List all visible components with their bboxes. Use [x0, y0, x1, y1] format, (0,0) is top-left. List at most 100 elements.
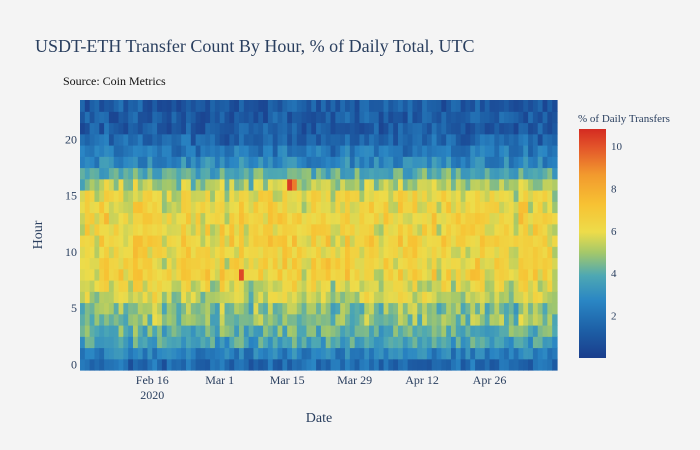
heatmap-cell	[171, 235, 177, 247]
heatmap-cell	[436, 167, 442, 180]
heatmap-cell	[152, 268, 158, 281]
heatmap-cell	[484, 280, 491, 292]
heatmap-cell	[166, 291, 173, 304]
heatmap-cell	[335, 246, 341, 259]
heatmap-cell	[190, 246, 197, 259]
heatmap-cell	[422, 212, 428, 225]
heatmap-cell	[451, 122, 457, 135]
heatmap-cell	[422, 358, 428, 371]
heatmap-cell	[104, 100, 110, 112]
heatmap-cell	[311, 291, 317, 304]
heatmap-cell	[359, 280, 365, 292]
heatmap-cell	[224, 178, 230, 191]
heatmap-cell	[282, 156, 288, 169]
heatmap-cell	[412, 235, 418, 247]
heatmap-cell	[267, 190, 274, 202]
heatmap-cell	[84, 156, 91, 169]
heatmap-cell	[470, 302, 476, 315]
heatmap-cell	[426, 246, 433, 259]
heatmap-cell	[89, 201, 96, 214]
heatmap-cell	[234, 268, 240, 281]
heatmap-cell	[412, 302, 418, 315]
heatmap-cell	[272, 212, 279, 225]
heatmap-cell	[142, 201, 149, 214]
heatmap-cell	[426, 212, 433, 225]
heatmap-cell	[340, 156, 346, 169]
heatmap-cell	[133, 212, 139, 225]
heatmap-cell	[171, 201, 177, 214]
heatmap-cell	[417, 212, 423, 225]
heatmap-cell	[479, 268, 486, 281]
heatmap-cell	[354, 145, 361, 157]
heatmap-cell	[489, 268, 495, 281]
heatmap-cell	[99, 212, 105, 225]
heatmap-cell	[470, 145, 476, 157]
heatmap-cell	[359, 201, 365, 214]
heatmap-cell	[253, 235, 259, 247]
heatmap-cell	[446, 313, 452, 326]
heatmap-cell	[195, 235, 202, 247]
heatmap-cell	[84, 302, 91, 315]
heatmap-cell	[388, 111, 394, 124]
heatmap-cell	[528, 223, 534, 236]
heatmap-cell	[335, 291, 341, 304]
heatmap-cell	[537, 246, 544, 259]
heatmap-cell	[369, 246, 375, 259]
heatmap-cell	[142, 122, 149, 135]
heatmap-cell	[479, 167, 486, 180]
heatmap-cell	[373, 291, 380, 304]
heatmap-cell	[267, 347, 274, 360]
heatmap-cell	[296, 223, 303, 236]
heatmap-cell	[552, 100, 558, 112]
heatmap-cell	[455, 178, 462, 191]
heatmap-cell	[80, 178, 86, 191]
heatmap-cell	[210, 100, 216, 112]
heatmap-cell	[470, 111, 476, 124]
heatmap-cell	[504, 212, 510, 225]
heatmap-cell	[451, 291, 457, 304]
heatmap-cell	[489, 325, 495, 337]
heatmap-cell	[460, 257, 467, 270]
heatmap-cell	[118, 325, 124, 337]
heatmap-cell	[330, 178, 336, 191]
heatmap-cell	[272, 122, 279, 135]
heatmap-cell	[426, 313, 433, 326]
heatmap-cell	[239, 336, 245, 349]
heatmap-cell	[436, 235, 442, 247]
heatmap-cell	[446, 347, 452, 360]
heatmap-cell	[547, 100, 553, 112]
heatmap-cell	[528, 145, 534, 157]
heatmap-cell	[243, 257, 250, 270]
heatmap-cell	[113, 280, 120, 292]
heatmap-cell	[195, 133, 202, 146]
heatmap-cell	[239, 178, 245, 191]
heatmap-cell	[354, 100, 361, 112]
heatmap-cell	[330, 358, 336, 371]
heatmap-cell	[243, 280, 250, 292]
heatmap-cell	[296, 358, 303, 371]
heatmap-cell	[89, 156, 96, 169]
y-tick-label: 20	[65, 132, 77, 146]
heatmap-cell	[123, 133, 129, 146]
heatmap-cell	[513, 212, 520, 225]
heatmap-cell	[152, 100, 158, 112]
heatmap-cell	[513, 190, 520, 202]
heatmap-cell	[383, 313, 389, 326]
heatmap-cell	[99, 280, 105, 292]
heatmap-cell	[142, 268, 149, 281]
heatmap-cell	[84, 100, 91, 112]
heatmap-cell	[229, 358, 235, 371]
heatmap-cell	[417, 100, 423, 112]
heatmap-cell	[320, 145, 327, 157]
heatmap-cell	[494, 291, 500, 304]
heatmap-cell	[157, 325, 163, 337]
heatmap-cell	[239, 291, 245, 304]
heatmap-cell	[147, 358, 153, 371]
heatmap-cell	[494, 178, 500, 191]
heatmap-cell	[426, 156, 433, 169]
heatmap-cell	[89, 167, 96, 180]
heatmap-cell	[239, 167, 245, 180]
heatmap-cell	[407, 235, 414, 247]
heatmap-cell	[157, 223, 163, 236]
heatmap-cell	[200, 336, 206, 349]
